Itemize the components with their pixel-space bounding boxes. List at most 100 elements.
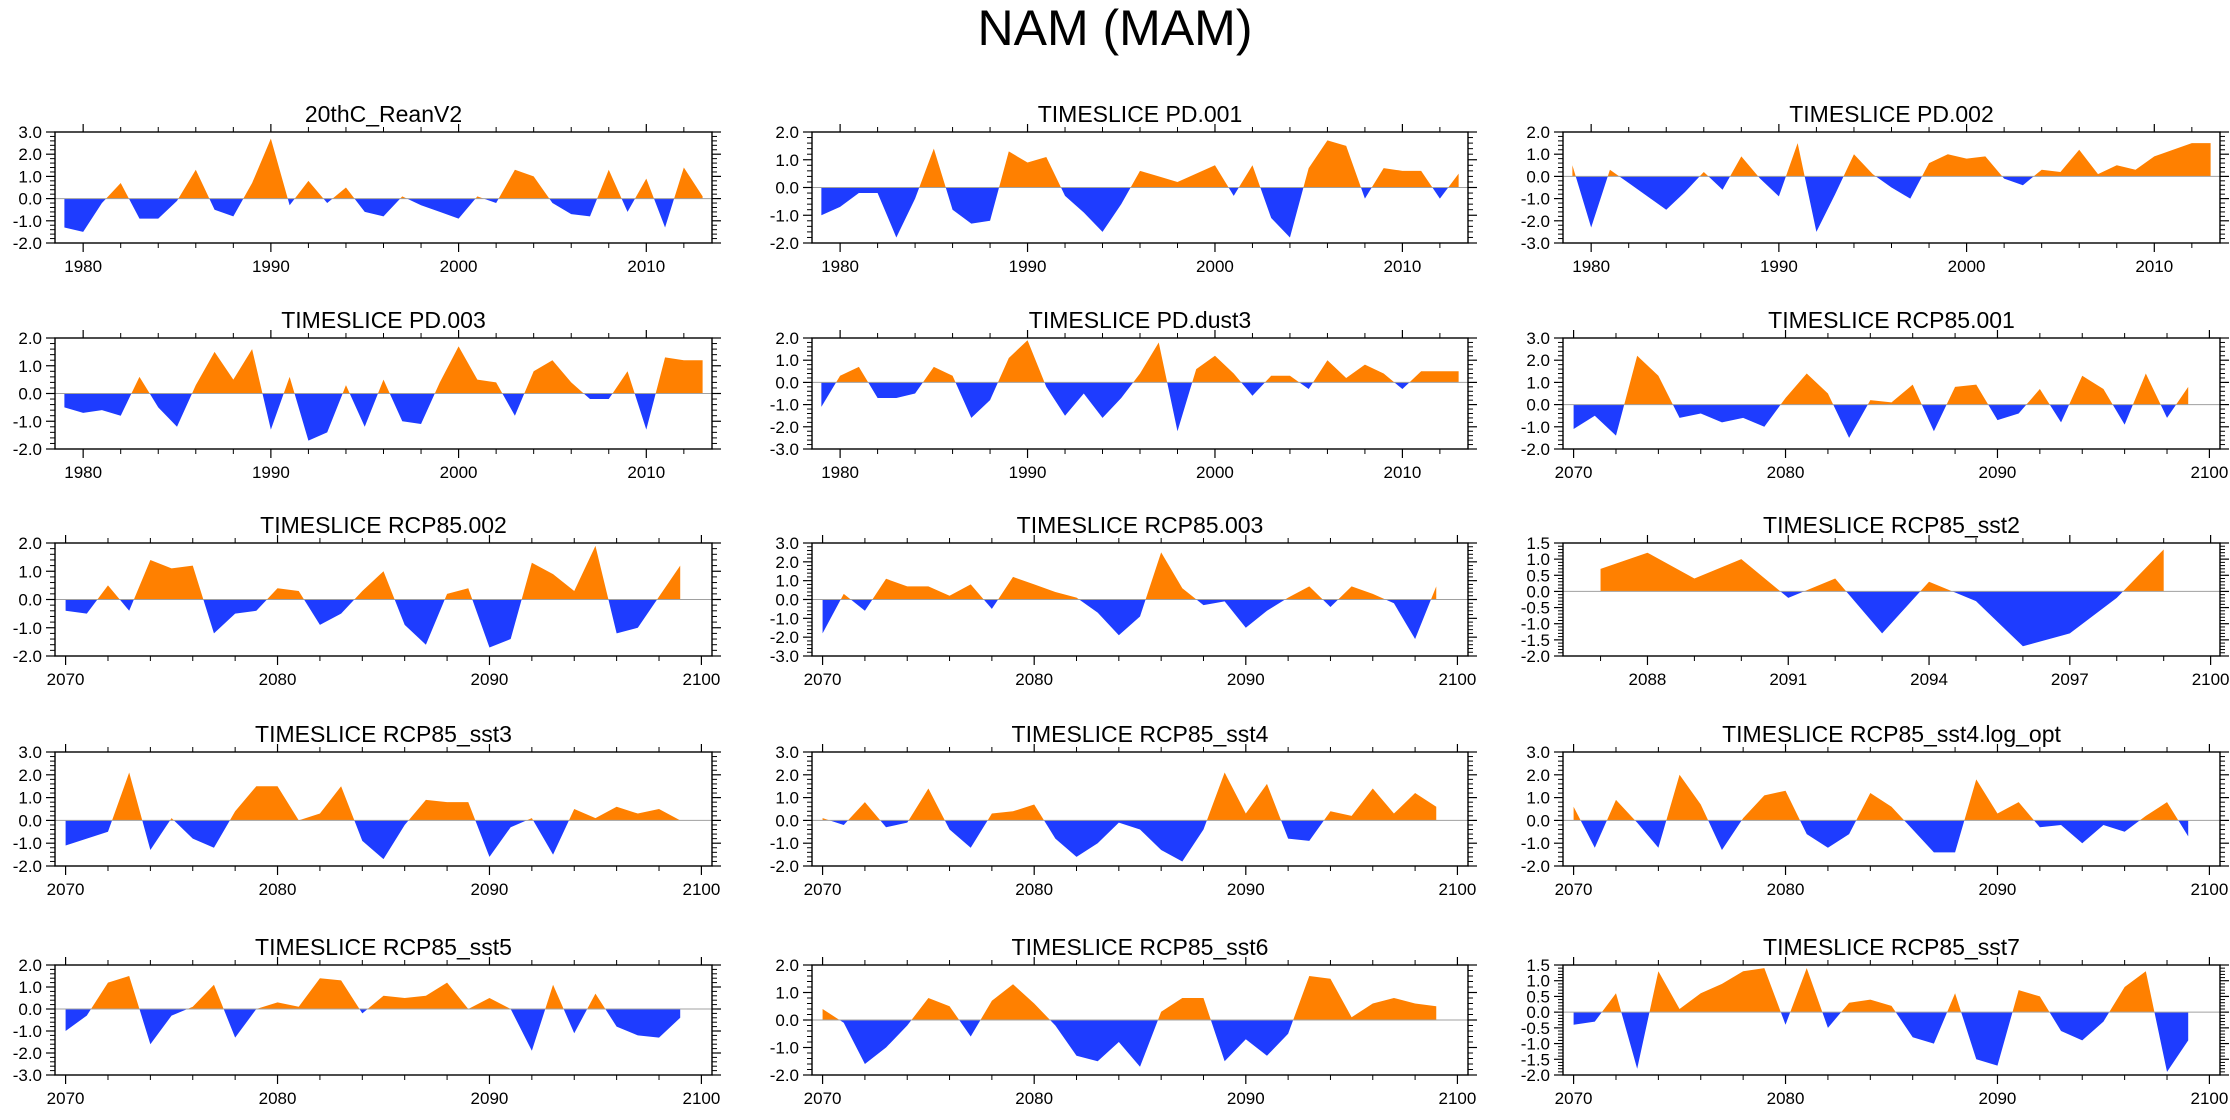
series-area (64, 138, 703, 232)
y-tick-label: 0.5 (1526, 566, 1550, 585)
panel-4: TIMESLICE PD.003 2.0 1.0 0.0 -1.0 -2.0 1980 199… (13, 307, 721, 482)
negative-area (1600, 591, 2164, 647)
y-tick-label: 3.0 (18, 743, 42, 762)
y-tick-label: -1.0 (770, 396, 799, 415)
y-tick-label: -2.0 (13, 440, 42, 459)
x-tick-label: 2080 (1015, 670, 1053, 689)
panel-5: TIMESLICE PD.dust3 2.0 1.0 0.0 -1.0 -2.0 -3.0 1… (770, 307, 1477, 482)
y-tick-label: 0.0 (775, 591, 799, 610)
y-tick-label: 0.0 (18, 190, 42, 209)
positive-area (1573, 774, 2189, 821)
y-tick-label: -2.0 (13, 234, 42, 253)
y-tick-label: 2.0 (1526, 766, 1550, 785)
y-tick-label: -3.0 (13, 1066, 42, 1085)
panel-title: TIMESLICE RCP85_sst7 (1763, 934, 2020, 960)
plot-frame (54, 751, 713, 867)
y-tick-label: 2.0 (1526, 123, 1550, 142)
y-tick-label: 0.0 (1526, 167, 1550, 186)
panel-1: 20thC_ReanV2 3.0 2.0 1.0 0.0 -1.0 -2.0 1980 1990… (13, 101, 721, 276)
y-tick-label: 1.5 (1526, 534, 1550, 553)
panel-2: TIMESLICE PD.001 2.0 1.0 0.0 -1.0 -2.0 1980 199… (770, 101, 1477, 276)
y-tick-label: 0.5 (1526, 987, 1550, 1006)
positive-area (64, 346, 703, 394)
x-tick-label: 2080 (1015, 880, 1053, 899)
x-tick-label: 2100 (1439, 670, 1477, 689)
y-tick-label: 0.0 (18, 811, 42, 830)
negative-area (822, 1020, 1437, 1067)
x-tick-label: 2080 (259, 880, 297, 899)
panel-title: TIMESLICE PD.003 (281, 307, 486, 333)
y-tick-label: 3.0 (775, 534, 799, 553)
x-tick-label: 1980 (1572, 257, 1610, 276)
x-tick-label: 2000 (1196, 257, 1234, 276)
x-tick-label: 2100 (2192, 670, 2230, 689)
x-tick-label: 2090 (471, 1089, 509, 1108)
x-tick-label: 2080 (1015, 1089, 1053, 1108)
y-tick-label: -1.0 (13, 834, 42, 853)
series-area (65, 545, 681, 648)
x-tick-label: 2080 (1767, 463, 1805, 482)
x-tick-label: 2070 (804, 880, 842, 899)
y-tick-label: -1.0 (1521, 190, 1550, 209)
positive-area (822, 976, 1437, 1020)
y-tick-label: 2.0 (775, 956, 799, 975)
panel-title: TIMESLICE RCP85.001 (1768, 307, 2015, 333)
panel-title: TIMESLICE RCP85.003 (1017, 512, 1264, 538)
y-tick-label: -2.0 (1521, 857, 1550, 876)
x-tick-label: 2097 (2051, 670, 2089, 689)
panel-15: TIMESLICE RCP85_sst7 1.51.00.50.0-0.5-1.0… (1521, 934, 2229, 1108)
panel-6: TIMESLICE RCP85.001 3.0 2.0 1.0 0.0 -1.0 -2.0 2… (1521, 307, 2229, 482)
negative-area (1573, 404, 2177, 438)
y-tick-label: -2.0 (770, 857, 799, 876)
series-area (822, 772, 1437, 862)
y-tick-label: 1.0 (775, 572, 799, 591)
plot-frame (1562, 964, 2221, 1076)
x-tick-label: 1990 (1760, 257, 1798, 276)
y-tick-label: -1.0 (1521, 615, 1550, 634)
x-tick-label: 2010 (627, 463, 665, 482)
positive-area (821, 340, 1459, 383)
y-tick-label: -2.0 (1521, 647, 1550, 666)
series-area (1573, 968, 2189, 1072)
y-tick-label: -0.5 (1521, 599, 1550, 618)
y-tick-label: 1.0 (775, 151, 799, 170)
y-tick-label: 1.0 (1526, 972, 1550, 991)
positive-area (65, 772, 681, 821)
y-tick-label: -2.0 (1521, 440, 1550, 459)
y-tick-label: -2.0 (13, 1044, 42, 1063)
x-tick-label: 1990 (1009, 463, 1047, 482)
x-tick-label: 2100 (2190, 880, 2228, 899)
series-area (1600, 549, 2164, 647)
x-tick-label: 2090 (1227, 670, 1265, 689)
x-tick-label: 1990 (1009, 257, 1047, 276)
panel-title: TIMESLICE RCP85_sst4.log_opt (1722, 721, 2061, 747)
x-tick-label: 2070 (1555, 1089, 1593, 1108)
negative-area (65, 1009, 681, 1051)
negative-area (65, 820, 569, 860)
y-tick-label: 1.0 (1526, 789, 1550, 808)
y-tick-label: 2.0 (18, 329, 42, 348)
plot-frame (1562, 751, 2221, 867)
x-tick-label: 2000 (1196, 463, 1234, 482)
panel-12: TIMESLICE RCP85_sst4.log_opt 3.0 2.0 1.0 0.0… (1521, 721, 2229, 899)
series-area (821, 140, 1459, 238)
negative-area (64, 198, 675, 232)
positive-area (1572, 143, 2211, 177)
x-tick-label: 2000 (440, 257, 478, 276)
y-tick-label: 3.0 (775, 743, 799, 762)
y-tick-label: 2.0 (1526, 351, 1550, 370)
y-tick-label: 3.0 (1526, 329, 1550, 348)
series-area (821, 340, 1459, 432)
y-tick-label: 0.0 (1526, 1003, 1550, 1022)
x-tick-label: 1990 (252, 257, 290, 276)
y-tick-label: 0.0 (18, 591, 42, 610)
x-tick-label: 2070 (47, 880, 85, 899)
y-tick-label: 1.0 (18, 562, 42, 581)
y-tick-label: -2.0 (770, 418, 799, 437)
x-tick-label: 2080 (1767, 880, 1805, 899)
x-tick-label: 2100 (1439, 1089, 1477, 1108)
x-tick-label: 2091 (1769, 670, 1807, 689)
series-area (65, 976, 681, 1051)
positive-area (106, 138, 703, 199)
positive-area (1600, 549, 2164, 592)
